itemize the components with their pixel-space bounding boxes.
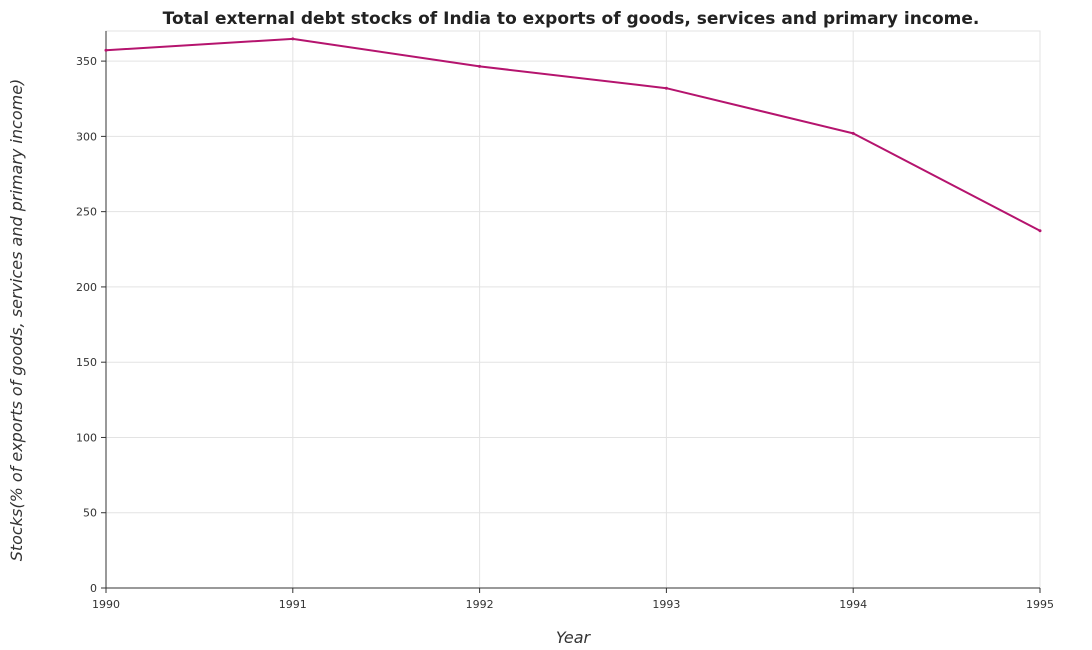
y-tick-label: 200: [76, 281, 97, 294]
data-point: [852, 132, 855, 135]
x-tick-label: 1993: [652, 598, 680, 611]
x-axis-label: Year: [556, 628, 592, 647]
x-tick-label: 1992: [466, 598, 494, 611]
y-tick-label: 350: [76, 55, 97, 68]
series-layer: [105, 37, 1042, 232]
y-tick-label: 150: [76, 356, 97, 369]
y-tick-label: 250: [76, 206, 97, 219]
x-tick-label: 1994: [839, 598, 867, 611]
data-point: [291, 37, 294, 40]
x-tick-label: 1995: [1026, 598, 1054, 611]
x-tick-label: 1991: [279, 598, 307, 611]
series-line: [106, 39, 1040, 231]
gridlines: [106, 31, 1040, 588]
plot-frame: [106, 31, 1040, 588]
data-point: [665, 87, 668, 90]
y-tick-label: 100: [76, 431, 97, 444]
x-tick-label: 1990: [92, 598, 120, 611]
data-point: [105, 49, 108, 52]
data-point: [1039, 229, 1042, 232]
y-tick-label: 0: [90, 582, 97, 595]
y-tick-label: 50: [83, 507, 97, 520]
y-tick-label: 300: [76, 130, 97, 143]
y-axis-ticks: 0 50 100 150 200 250 300 350: [76, 31, 106, 595]
y-axis-label: Stocks(% of exports of goods, services a…: [7, 79, 26, 562]
data-point: [478, 65, 481, 68]
chart-title: Total external debt stocks of India to e…: [163, 9, 980, 29]
x-axis-ticks: 1990 1991 1992 1993 1994 1995: [92, 588, 1054, 611]
